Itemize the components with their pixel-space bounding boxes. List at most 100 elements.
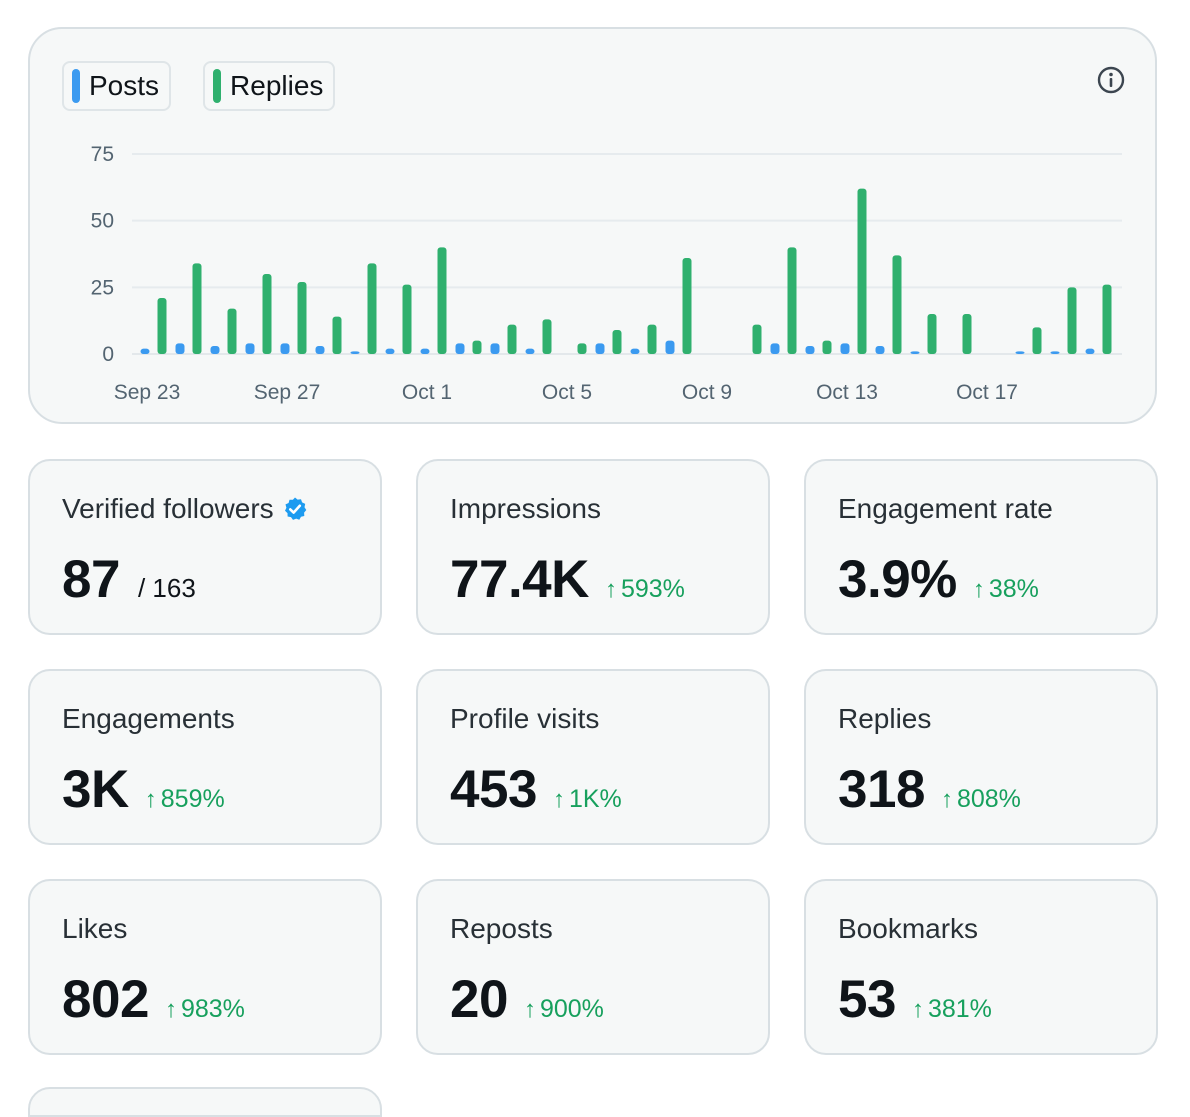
bar-posts xyxy=(840,343,850,354)
metrics-grid: Verified followers 87 / 163 Impressions … xyxy=(28,459,1158,1055)
bar-posts xyxy=(350,351,360,354)
metric-change: ↑ 381% xyxy=(912,995,992,1024)
metric-label: Replies xyxy=(838,703,932,734)
metric-value-row: 53 ↑ 381% xyxy=(838,969,992,1030)
metric-card-verified-followers[interactable]: Verified followers 87 / 163 xyxy=(28,459,382,635)
verified-badge-icon xyxy=(284,497,306,520)
metric-change: ↑ 983% xyxy=(165,995,245,1024)
x-tick-label: Oct 17 xyxy=(956,381,1018,404)
metric-change-text: 900% xyxy=(539,995,604,1023)
metric-label: Verified followers xyxy=(62,493,308,525)
metric-label: Engagements xyxy=(62,703,235,734)
bar-posts xyxy=(175,343,185,354)
bar-replies xyxy=(437,247,447,354)
metric-value-row: 3K ↑ 859% xyxy=(62,759,225,820)
metric-label: Bookmarks xyxy=(838,913,979,944)
bar-replies xyxy=(1067,287,1077,354)
metric-change-text: 593% xyxy=(620,575,685,603)
bar-chart: 0 25 50 75 Sep 23 Sep 27 Oct 1 Oct 5 Oct 9 Oct 13… xyxy=(91,143,1122,404)
y-tick-label: 0 xyxy=(102,343,114,366)
bar-replies xyxy=(612,330,622,354)
metric-card-replies[interactable]: Replies 318 ↑ 808% xyxy=(804,669,1158,845)
metric-label-text: Verified followers xyxy=(62,493,274,524)
bar-posts xyxy=(245,343,255,354)
bar-posts xyxy=(630,348,640,354)
metric-value: 453 xyxy=(450,760,537,819)
bar-posts xyxy=(1085,348,1095,354)
legend-toggle-replies[interactable]: Replies xyxy=(203,61,336,111)
arrow-up-icon: ↑ xyxy=(604,576,617,603)
posts-swatch xyxy=(72,69,80,103)
activity-chart-card: Posts Replies 0 25 50 75 Sep 23 Sep 27 Oct 1 Oc… xyxy=(28,27,1157,424)
metric-label: Likes xyxy=(62,913,128,944)
metric-change-text: 808% xyxy=(956,785,1021,813)
metric-card-impressions[interactable]: Impressions 77.4K ↑ 593% xyxy=(416,459,770,635)
metric-card-likes[interactable]: Likes 802 ↑ 983% xyxy=(28,879,382,1055)
metric-label: Engagement rate xyxy=(838,493,1053,524)
metric-value-row: 802 ↑ 983% xyxy=(62,969,245,1030)
metric-change: ↑ 1K% xyxy=(553,785,622,814)
x-tick-label: Oct 13 xyxy=(816,381,878,404)
metric-card-profile-visits[interactable]: Profile visits 453 ↑ 1K% xyxy=(416,669,770,845)
x-tick-label: Oct 1 xyxy=(402,381,452,404)
y-tick-label: 50 xyxy=(91,210,114,233)
bar-replies xyxy=(927,314,937,354)
y-tick-label: 75 xyxy=(91,143,114,166)
bar-posts xyxy=(455,343,465,354)
bar-replies xyxy=(332,316,342,354)
chart-legend: Posts Replies xyxy=(62,61,336,111)
metric-change: ↑ 900% xyxy=(524,995,604,1024)
metric-change: ↑ 808% xyxy=(941,785,1021,814)
metric-value-row: 77.4K ↑ 593% xyxy=(450,549,685,610)
bar-posts xyxy=(525,348,535,354)
metric-value: 53 xyxy=(838,970,896,1029)
bar-posts xyxy=(420,348,430,354)
metric-change-text: 38% xyxy=(988,575,1039,603)
metric-card-engagement-rate[interactable]: Engagement rate 3.9% ↑ 38% xyxy=(804,459,1158,635)
bar-posts xyxy=(805,346,815,354)
metric-value: 20 xyxy=(450,970,508,1029)
bar-posts xyxy=(315,346,325,354)
metric-value: 3K xyxy=(62,760,129,819)
metric-value: 3.9% xyxy=(838,550,957,609)
bar-replies xyxy=(472,340,482,354)
y-tick-label: 25 xyxy=(91,276,114,299)
arrow-up-icon: ↑ xyxy=(911,996,924,1023)
metric-change: ↑ 859% xyxy=(145,785,225,814)
metric-value-row: 3.9% ↑ 38% xyxy=(838,549,1039,610)
legend-replies-label: Replies xyxy=(230,70,324,101)
metric-change-text: 1K% xyxy=(568,785,622,813)
x-tick-label: Oct 5 xyxy=(542,381,592,404)
arrow-up-icon: ↑ xyxy=(523,996,536,1023)
metric-card-engagements[interactable]: Engagements 3K ↑ 859% xyxy=(28,669,382,845)
bar-replies xyxy=(682,258,692,354)
metric-change-text: 983% xyxy=(180,995,245,1023)
bar-replies xyxy=(822,340,832,354)
metric-value: 318 xyxy=(838,760,925,819)
arrow-up-icon: ↑ xyxy=(552,786,565,813)
bar-posts xyxy=(1015,351,1025,354)
bar-replies xyxy=(1102,284,1112,354)
metric-value-row: 453 ↑ 1K% xyxy=(450,759,622,820)
metric-change: ↑ 38% xyxy=(973,575,1039,604)
bar-replies xyxy=(892,255,902,354)
metric-card-reposts[interactable]: Reposts 20 ↑ 900% xyxy=(416,879,770,1055)
legend-toggle-posts[interactable]: Posts xyxy=(62,61,172,111)
metric-value-row: 87 / 163 xyxy=(62,549,196,610)
info-icon[interactable] xyxy=(1096,65,1126,95)
arrow-up-icon: ↑ xyxy=(972,576,985,603)
bar-posts xyxy=(875,346,885,354)
bar-replies xyxy=(962,314,972,354)
bar-replies xyxy=(402,284,412,354)
bar-replies xyxy=(577,343,587,354)
metric-total: / 163 xyxy=(137,573,196,603)
metric-change-text: 381% xyxy=(927,995,992,1023)
replies-swatch xyxy=(213,69,222,103)
bar-posts xyxy=(490,343,500,354)
bar-posts xyxy=(385,348,395,354)
metric-change: ↑ 593% xyxy=(605,575,685,604)
bar-replies xyxy=(507,324,517,354)
metric-card-bookmarks[interactable]: Bookmarks 53 ↑ 381% xyxy=(804,879,1158,1055)
bar-posts xyxy=(280,343,290,354)
bar-replies xyxy=(857,188,867,354)
